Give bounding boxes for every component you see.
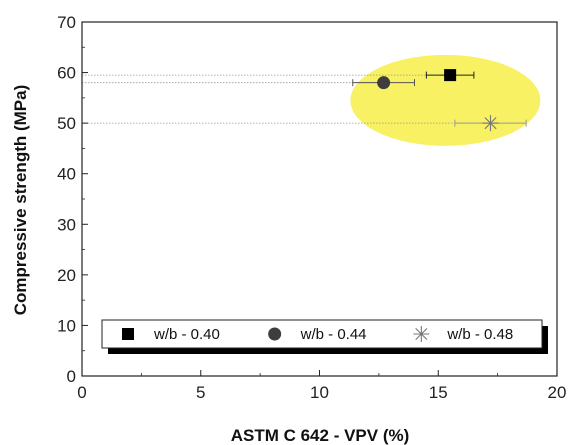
y-tick-label: 60 xyxy=(57,64,76,83)
highlight-ellipse xyxy=(350,54,541,146)
data-point-2 xyxy=(352,76,415,90)
x-tick-label: 10 xyxy=(310,383,329,402)
legend-label: w/b - 0.48 xyxy=(446,326,513,343)
x-tick-label: 0 xyxy=(77,383,86,402)
data-point-3 xyxy=(454,115,527,132)
x-tick-label: 5 xyxy=(196,383,205,402)
y-tick-label: 20 xyxy=(57,266,76,285)
x-tick-label: 15 xyxy=(429,383,448,402)
legend-box xyxy=(101,319,543,349)
y-tick-label: 10 xyxy=(57,316,76,335)
y-tick-label: 30 xyxy=(57,215,76,234)
marker-square xyxy=(444,69,457,82)
data-point-1 xyxy=(425,69,475,82)
y-tick-label: 0 xyxy=(67,367,76,386)
x-tick-label: 20 xyxy=(548,383,567,402)
y-axis-title: Compressive strength (MPa) xyxy=(11,85,30,316)
marker-circle xyxy=(377,76,391,90)
marker-asterisk xyxy=(482,115,499,132)
legend-marker-circle xyxy=(268,327,282,341)
legend-label: w/b - 0.44 xyxy=(300,326,367,343)
legend-marker-square xyxy=(122,328,134,340)
y-tick-label: 50 xyxy=(57,114,76,133)
x-axis-title: ASTM C 642 - VPV (%) xyxy=(231,426,410,445)
y-tick-label: 70 xyxy=(57,13,76,32)
asterisk-stroke xyxy=(415,327,428,341)
y-tick-label: 40 xyxy=(57,165,76,184)
asterisk-stroke xyxy=(484,117,497,130)
legend-label: w/b - 0.40 xyxy=(153,326,220,343)
legend-marker-asterisk xyxy=(413,326,430,342)
